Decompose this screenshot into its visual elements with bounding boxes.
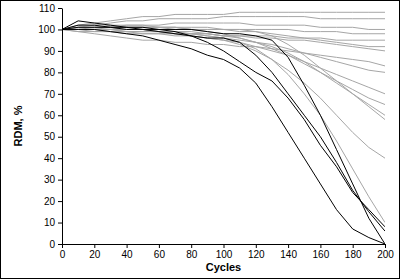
series-line <box>62 29 385 222</box>
tick-label: 20 <box>89 249 101 260</box>
chart: 0 20 40 60 80 100 120 140 160 180 200 0 10 20 30 40 50 60… <box>0 0 400 279</box>
tick: 100 <box>216 244 233 260</box>
y-axis: 0 10 20 30 40 50 60 70 80 90 100 110 <box>38 3 62 250</box>
tick: 140 <box>280 244 297 260</box>
tick-mark <box>58 72 62 73</box>
tick-label: 30 <box>44 174 56 185</box>
tick-mark <box>385 244 386 248</box>
tick: 100 <box>38 24 62 35</box>
series-line <box>62 21 385 231</box>
tick-mark <box>94 244 95 248</box>
tick: 80 <box>44 67 62 78</box>
tick-mark <box>353 244 354 248</box>
tick-label: 140 <box>280 249 297 260</box>
series-line <box>62 29 385 93</box>
tick-label: 0 <box>60 249 66 260</box>
tick: 110 <box>39 3 62 14</box>
tick-mark <box>58 29 62 30</box>
lines <box>62 12 385 244</box>
tick-mark <box>288 244 289 248</box>
tick-label: 100 <box>216 249 233 260</box>
series-line <box>62 29 385 158</box>
tick: 20 <box>44 196 62 207</box>
series-line <box>62 29 385 244</box>
tick-mark <box>224 244 225 248</box>
tick-label: 80 <box>44 67 56 78</box>
tick-mark <box>58 137 62 138</box>
chart-border <box>1 1 400 279</box>
series-line <box>62 27 385 33</box>
tick: 180 <box>345 244 362 260</box>
tick-mark <box>320 244 321 248</box>
tick-mark <box>58 244 62 245</box>
tick: 0 <box>60 244 66 260</box>
tick: 80 <box>186 244 198 260</box>
tick: 90 <box>44 46 62 57</box>
tick-mark <box>58 158 62 159</box>
y-axis-line <box>62 9 63 245</box>
tick-mark <box>58 94 62 95</box>
tick: 40 <box>44 153 62 164</box>
tick-label: 60 <box>154 249 166 260</box>
tick-label: 200 <box>377 249 394 260</box>
tick-mark <box>58 223 62 224</box>
tick-label: 40 <box>122 249 134 260</box>
tick-mark <box>256 244 257 248</box>
y-axis-title: RDM, % <box>12 105 24 146</box>
tick-label: 90 <box>44 46 56 57</box>
tick: 40 <box>122 244 134 260</box>
tick-mark <box>127 244 128 248</box>
tick: 70 <box>44 89 62 100</box>
tick-label: 20 <box>44 196 56 207</box>
tick: 0 <box>49 239 62 250</box>
tick: 120 <box>248 244 265 260</box>
tick-label: 50 <box>44 131 56 142</box>
tick-label: 180 <box>345 249 362 260</box>
series-line <box>62 23 385 29</box>
x-axis: 0 20 40 60 80 100 120 140 160 180 200 <box>60 244 395 260</box>
tick-label: 160 <box>313 249 330 260</box>
series-line <box>62 27 385 119</box>
tick: 30 <box>44 174 62 185</box>
tick-mark <box>159 244 160 248</box>
tick-label: 110 <box>39 3 55 14</box>
series-line <box>62 25 385 104</box>
tick: 60 <box>154 244 166 260</box>
tick: 160 <box>313 244 330 260</box>
tick-label: 100 <box>38 24 55 35</box>
tick: 10 <box>44 217 62 228</box>
series-line <box>62 25 385 244</box>
tick-label: 40 <box>44 153 56 164</box>
tick: 60 <box>44 110 62 121</box>
tick-label: 10 <box>44 217 56 228</box>
tick: 200 <box>377 244 394 260</box>
tick-label: 60 <box>44 110 56 121</box>
series-line <box>62 29 385 40</box>
tick-mark <box>58 8 62 9</box>
tick-mark <box>191 244 192 248</box>
tick: 20 <box>89 244 101 260</box>
tick-mark <box>58 180 62 181</box>
series-line <box>62 27 385 227</box>
tick-label: 70 <box>44 89 56 100</box>
tick-label: 80 <box>186 249 198 260</box>
tick-mark <box>58 51 62 52</box>
tick: 50 <box>44 131 62 142</box>
tick-mark <box>62 244 63 248</box>
plot: 0 20 40 60 80 100 120 140 160 180 200 0 10 20 30 40 50 60… <box>38 3 394 260</box>
tick-mark <box>58 201 62 202</box>
tick-mark <box>58 115 62 116</box>
tick-label: 120 <box>248 249 265 260</box>
series-line <box>62 27 385 46</box>
tick-label: 0 <box>49 239 55 250</box>
x-axis-title: Cycles <box>206 261 241 273</box>
series-line <box>62 29 385 65</box>
